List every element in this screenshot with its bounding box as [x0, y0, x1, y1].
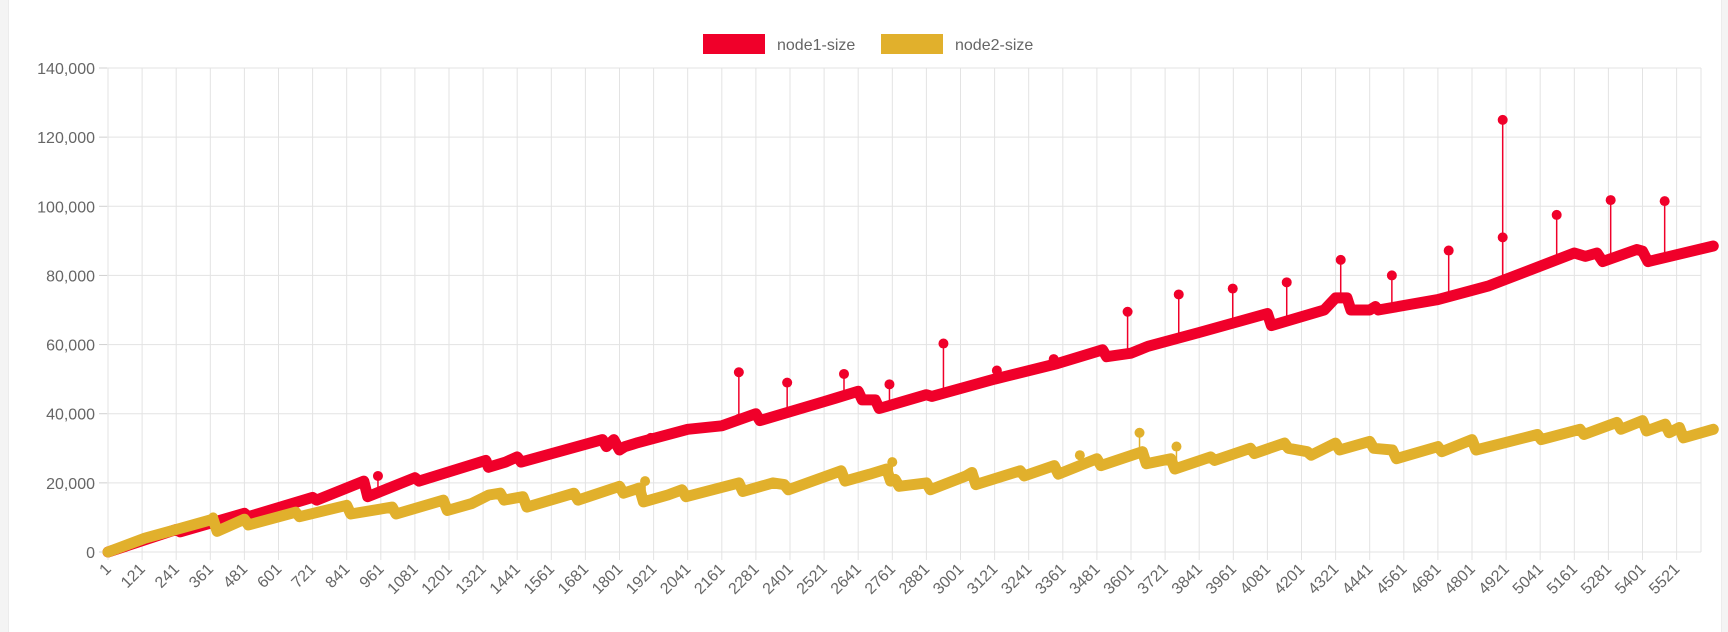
y-tick-label: 140,000 — [37, 61, 95, 78]
data-point[interactable] — [1497, 232, 1508, 243]
y-tick-label: 0 — [86, 545, 95, 562]
x-tick-label: 5281 — [1578, 561, 1615, 598]
x-tick-label: 2521 — [794, 561, 831, 598]
x-tick-label: 3481 — [1067, 561, 1104, 598]
x-tick-label: 241 — [152, 561, 183, 592]
data-point[interactable] — [1605, 195, 1616, 206]
x-tick-label: 2161 — [691, 561, 728, 598]
x-tick-label: 3361 — [1032, 561, 1069, 598]
data-point[interactable] — [884, 379, 895, 390]
series-line — [102, 240, 1719, 558]
x-tick-label: 1 — [97, 561, 115, 579]
x-axis: 1 121 241 361 481 601 721 841 961108112011321144… — [97, 561, 1684, 598]
legend-swatch[interactable] — [881, 34, 943, 54]
series-layer — [102, 114, 1719, 558]
data-point[interactable] — [1122, 306, 1133, 317]
x-tick-label: 3961 — [1203, 561, 1240, 598]
x-tick-label: 721 — [289, 561, 320, 592]
x-tick-label: 1081 — [385, 561, 422, 598]
x-tick-label: 4441 — [1339, 561, 1376, 598]
y-tick-label: 60,000 — [46, 338, 95, 355]
x-tick-label: 1801 — [589, 561, 626, 598]
x-tick-label: 4321 — [1305, 561, 1342, 598]
data-point[interactable] — [1171, 441, 1182, 452]
grid — [107, 67, 1702, 560]
x-tick-label: 4801 — [1442, 561, 1479, 598]
series-node1-size — [102, 114, 1719, 558]
x-tick-label: 1201 — [419, 561, 456, 598]
x-tick-label: 1321 — [453, 561, 490, 598]
data-point[interactable] — [938, 338, 949, 349]
series-line — [102, 415, 1719, 558]
data-point[interactable] — [1074, 450, 1085, 461]
x-tick-label: 841 — [323, 561, 354, 592]
x-tick-label: 961 — [357, 561, 388, 592]
x-tick-label: 5521 — [1646, 561, 1683, 598]
chart-card: 0 20,000 40,000 60,000 80,000 100,000 120,000 1… — [8, 0, 1722, 632]
x-tick-label: 3241 — [998, 561, 1035, 598]
data-point[interactable] — [838, 368, 849, 379]
y-tick-label: 20,000 — [46, 476, 95, 493]
legend-swatch[interactable] — [703, 34, 765, 54]
x-tick-label: 5401 — [1612, 561, 1649, 598]
data-point[interactable] — [782, 377, 793, 388]
x-tick-label: 4201 — [1271, 561, 1308, 598]
data-point[interactable] — [1227, 283, 1238, 294]
x-tick-label: 4561 — [1373, 561, 1410, 598]
x-tick-label: 2401 — [760, 561, 797, 598]
y-tick-label: 120,000 — [37, 130, 95, 147]
x-tick-label: 3121 — [964, 561, 1001, 598]
x-tick-label: 2281 — [726, 561, 763, 598]
data-point[interactable] — [1497, 114, 1508, 125]
series-node2-size — [102, 415, 1719, 558]
x-tick-label: 601 — [254, 561, 285, 592]
x-tick-label: 3841 — [1169, 561, 1206, 598]
y-axis: 0 20,000 40,000 60,000 80,000 100,000 120,000 1… — [37, 61, 107, 562]
y-tick-label: 100,000 — [37, 199, 95, 216]
data-point[interactable] — [1551, 209, 1562, 220]
data-point[interactable] — [372, 470, 383, 481]
data-point[interactable] — [1443, 245, 1454, 256]
x-tick-label: 4921 — [1476, 561, 1513, 598]
data-point[interactable] — [733, 367, 744, 378]
data-point[interactable] — [1386, 270, 1397, 281]
x-tick-label: 481 — [220, 561, 251, 592]
x-tick-label: 121 — [118, 561, 149, 592]
x-tick-label: 3001 — [930, 561, 967, 598]
x-tick-label: 1561 — [521, 561, 558, 598]
data-point[interactable] — [1281, 277, 1292, 288]
legend-label[interactable]: node1-size — [777, 37, 855, 54]
data-point[interactable] — [1659, 196, 1670, 207]
x-tick-label: 361 — [186, 561, 217, 592]
x-tick-label: 5161 — [1544, 561, 1581, 598]
y-tick-label: 40,000 — [46, 407, 95, 424]
x-tick-label: 2761 — [862, 561, 899, 598]
y-tick-label: 80,000 — [46, 268, 95, 285]
x-tick-label: 1681 — [555, 561, 592, 598]
data-point[interactable] — [1134, 427, 1145, 438]
legend-label[interactable]: node2-size — [955, 37, 1033, 54]
x-tick-label: 2041 — [657, 561, 694, 598]
x-tick-label: 3601 — [1101, 561, 1138, 598]
line-chart: 0 20,000 40,000 60,000 80,000 100,000 120,000 1… — [37, 34, 1719, 598]
x-tick-label: 4081 — [1237, 561, 1274, 598]
x-tick-label: 2641 — [828, 561, 865, 598]
x-tick-label: 1921 — [623, 561, 660, 598]
legend[interactable]: node1-size node2-size — [703, 34, 1033, 54]
x-tick-label: 5041 — [1510, 561, 1547, 598]
x-tick-label: 4681 — [1408, 561, 1445, 598]
x-tick-label: 1441 — [487, 561, 524, 598]
data-point[interactable] — [1173, 289, 1184, 300]
data-point[interactable] — [1335, 254, 1346, 265]
x-tick-label: 2881 — [896, 561, 933, 598]
x-tick-label: 3721 — [1135, 561, 1172, 598]
